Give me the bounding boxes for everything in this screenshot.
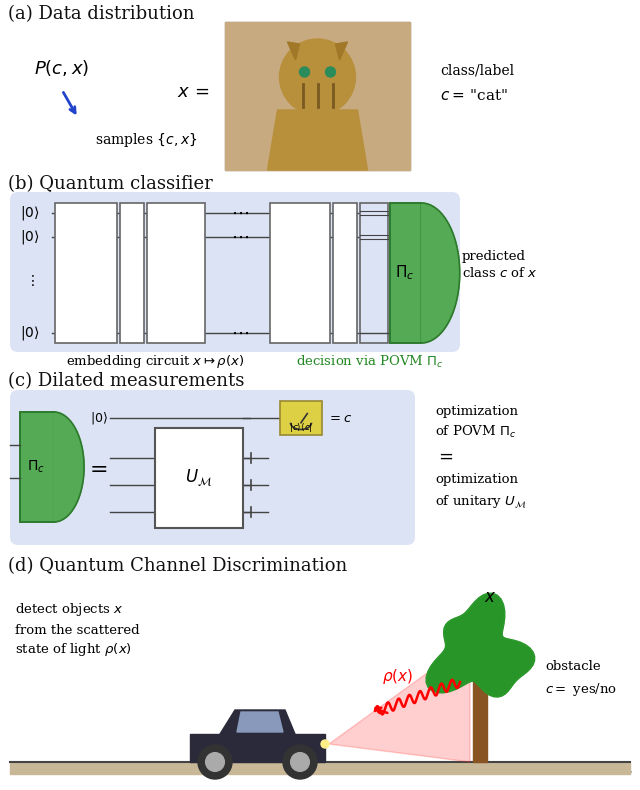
Circle shape — [300, 67, 310, 77]
Text: $U_L(x)$: $U_L(x)$ — [284, 265, 316, 281]
Text: optimization: optimization — [435, 473, 518, 487]
Polygon shape — [190, 734, 325, 762]
Text: predicted
class $c$ of $x$: predicted class $c$ of $x$ — [462, 250, 538, 280]
Text: of unitary $U_{\mathcal{M}}$: of unitary $U_{\mathcal{M}}$ — [435, 494, 527, 510]
Text: $c=$ yes/no: $c=$ yes/no — [545, 682, 617, 698]
Bar — [333, 203, 357, 343]
Text: $|0\rangle$: $|0\rangle$ — [20, 228, 40, 246]
Text: $\vdots$: $\vdots$ — [25, 273, 35, 288]
Text: of POVM $\Pi_c$: of POVM $\Pi_c$ — [435, 424, 516, 440]
Text: $=$: $=$ — [84, 457, 108, 479]
Circle shape — [291, 753, 309, 771]
Polygon shape — [473, 672, 487, 762]
Circle shape — [198, 745, 232, 779]
Bar — [20, 412, 54, 522]
Text: $V_1$: $V_1$ — [124, 265, 140, 280]
Polygon shape — [225, 22, 410, 170]
Bar — [55, 203, 117, 343]
Bar — [225, 22, 410, 170]
Circle shape — [321, 740, 329, 748]
Text: state of light $\rho(x)$: state of light $\rho(x)$ — [15, 641, 132, 659]
Polygon shape — [329, 642, 470, 762]
Bar — [390, 203, 421, 343]
Text: $=$: $=$ — [435, 447, 454, 465]
Polygon shape — [335, 42, 348, 60]
Text: $\Pi_c$: $\Pi_c$ — [395, 264, 414, 282]
FancyBboxPatch shape — [10, 390, 415, 545]
Text: decision via POVM $\Pi_c$: decision via POVM $\Pi_c$ — [296, 354, 444, 370]
Text: $|0\rangle$: $|0\rangle$ — [20, 324, 40, 342]
Bar — [155, 428, 243, 528]
Bar — [120, 203, 144, 343]
Circle shape — [205, 753, 225, 771]
Text: $\cdots$: $\cdots$ — [231, 204, 249, 222]
Text: $V_L$: $V_L$ — [337, 265, 353, 280]
Text: (a) Data distribution: (a) Data distribution — [8, 5, 195, 23]
Text: $P(c,x)$: $P(c,x)$ — [35, 58, 90, 78]
Text: embedding circuit $x\mapsto\rho(x)$: embedding circuit $x\mapsto\rho(x)$ — [66, 353, 244, 371]
Text: $U_{\mathcal{M}}$: $U_{\mathcal{M}}$ — [186, 468, 212, 489]
Text: $x\,=$: $x\,=$ — [177, 83, 209, 101]
Polygon shape — [287, 42, 300, 60]
Bar — [280, 401, 322, 435]
Text: $\Pi_c$: $\Pi_c$ — [27, 459, 45, 476]
Circle shape — [283, 745, 317, 779]
Bar — [147, 203, 205, 343]
Text: optimization: optimization — [435, 405, 518, 419]
Text: (d) Quantum Channel Discrimination: (d) Quantum Channel Discrimination — [8, 557, 348, 575]
FancyBboxPatch shape — [10, 192, 460, 352]
Circle shape — [326, 67, 335, 77]
Text: $U_1(x)$: $U_1(x)$ — [69, 265, 102, 281]
Polygon shape — [54, 412, 84, 522]
Text: $|0\rangle$: $|0\rangle$ — [20, 204, 40, 222]
Polygon shape — [237, 712, 283, 732]
Text: $= c$: $= c$ — [327, 412, 353, 424]
Text: class/label: class/label — [440, 63, 514, 77]
Text: (b) Quantum classifier: (b) Quantum classifier — [8, 175, 212, 193]
Text: $x$: $x$ — [484, 589, 496, 605]
Text: samples $\{c,x\}$: samples $\{c,x\}$ — [95, 131, 198, 149]
Circle shape — [280, 39, 355, 115]
Text: $\rho(x)$: $\rho(x)$ — [382, 668, 413, 687]
Text: obstacle: obstacle — [545, 660, 600, 674]
Text: $c=\,$"cat": $c=\,$"cat" — [440, 88, 508, 103]
Text: $\cdots$: $\cdots$ — [231, 228, 249, 246]
Polygon shape — [426, 593, 534, 697]
Bar — [360, 203, 388, 343]
Bar — [270, 203, 330, 343]
Polygon shape — [329, 642, 470, 762]
Polygon shape — [421, 203, 460, 343]
Text: from the scattered: from the scattered — [15, 623, 140, 637]
Polygon shape — [426, 593, 534, 697]
Polygon shape — [268, 110, 367, 170]
Text: detect objects $x$: detect objects $x$ — [15, 601, 124, 619]
Text: $|0\rangle$: $|0\rangle$ — [90, 410, 108, 426]
Text: $|c\rangle\langle c|$: $|c\rangle\langle c|$ — [289, 421, 313, 434]
Text: (c) Dilated measurements: (c) Dilated measurements — [8, 372, 244, 390]
Text: $\cdots$: $\cdots$ — [231, 324, 249, 342]
Text: $U_2(x)$: $U_2(x)$ — [159, 265, 193, 281]
Polygon shape — [220, 710, 295, 734]
